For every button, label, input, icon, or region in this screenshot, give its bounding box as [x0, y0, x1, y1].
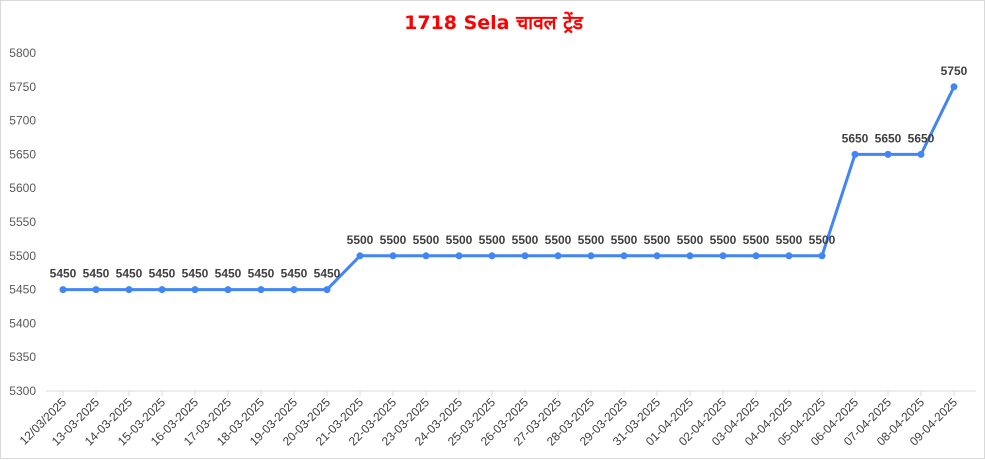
data-point — [92, 286, 100, 294]
data-point — [884, 150, 892, 158]
chart-title: 1718 Sela चावल ट्रेंड — [404, 12, 583, 34]
data-point — [719, 252, 727, 260]
data-label: 5500 — [776, 233, 803, 247]
data-label: 5500 — [743, 233, 770, 247]
data-point — [422, 252, 430, 260]
data-label: 5450 — [50, 267, 77, 281]
data-label: 5500 — [413, 233, 440, 247]
y-tick-label: 5700 — [9, 114, 36, 128]
data-label: 5450 — [149, 267, 176, 281]
y-tick-label: 5450 — [9, 283, 36, 297]
data-label: 5450 — [215, 267, 242, 281]
y-tick-label: 5550 — [9, 215, 36, 229]
data-point — [125, 286, 133, 294]
data-label: 5750 — [941, 64, 968, 78]
data-label: 5500 — [809, 233, 836, 247]
data-label: 5500 — [446, 233, 473, 247]
data-point — [521, 252, 529, 260]
y-tick-label: 5750 — [9, 80, 36, 94]
data-label: 5500 — [710, 233, 737, 247]
data-label: 5500 — [380, 233, 407, 247]
data-point — [587, 252, 595, 260]
data-point — [389, 252, 397, 260]
data-label: 5450 — [248, 267, 275, 281]
data-point — [158, 286, 166, 294]
y-tick-label: 5800 — [9, 46, 36, 60]
data-label: 5450 — [281, 267, 308, 281]
data-label: 5650 — [875, 131, 902, 145]
data-label: 5500 — [479, 233, 506, 247]
data-point — [455, 252, 463, 260]
data-point — [554, 252, 562, 260]
data-label: 5650 — [908, 131, 935, 145]
data-point — [323, 286, 331, 294]
data-label: 5500 — [677, 233, 704, 247]
data-point — [785, 252, 793, 260]
data-point — [686, 252, 694, 260]
data-point — [488, 252, 496, 260]
data-point — [818, 252, 826, 260]
data-label: 5500 — [512, 233, 539, 247]
data-label: 5650 — [842, 131, 869, 145]
data-point — [224, 286, 232, 294]
series-line — [61, 85, 956, 292]
data-label: 5450 — [182, 267, 209, 281]
data-label: 5500 — [644, 233, 671, 247]
y-tick-label: 5350 — [9, 350, 36, 364]
y-tick-label: 5500 — [9, 249, 36, 263]
y-tick-label: 5400 — [9, 316, 36, 330]
y-tick-label: 5600 — [9, 181, 36, 195]
data-label: 5500 — [347, 233, 374, 247]
data-point — [191, 286, 199, 294]
data-point — [752, 252, 760, 260]
data-label: 5500 — [578, 233, 605, 247]
data-point — [917, 150, 925, 158]
y-tick-label: 5300 — [9, 384, 36, 398]
data-label: 5450 — [314, 267, 341, 281]
data-point — [950, 83, 958, 91]
data-label: 5500 — [611, 233, 638, 247]
y-tick-label: 5650 — [9, 147, 36, 161]
data-label: 5450 — [116, 267, 143, 281]
data-label: 5500 — [545, 233, 572, 247]
data-point — [653, 252, 661, 260]
data-point — [356, 252, 364, 260]
data-point — [257, 286, 265, 294]
data-label: 5450 — [83, 267, 110, 281]
data-point — [59, 286, 67, 294]
data-point — [290, 286, 298, 294]
data-point — [620, 252, 628, 260]
data-point — [851, 150, 859, 158]
